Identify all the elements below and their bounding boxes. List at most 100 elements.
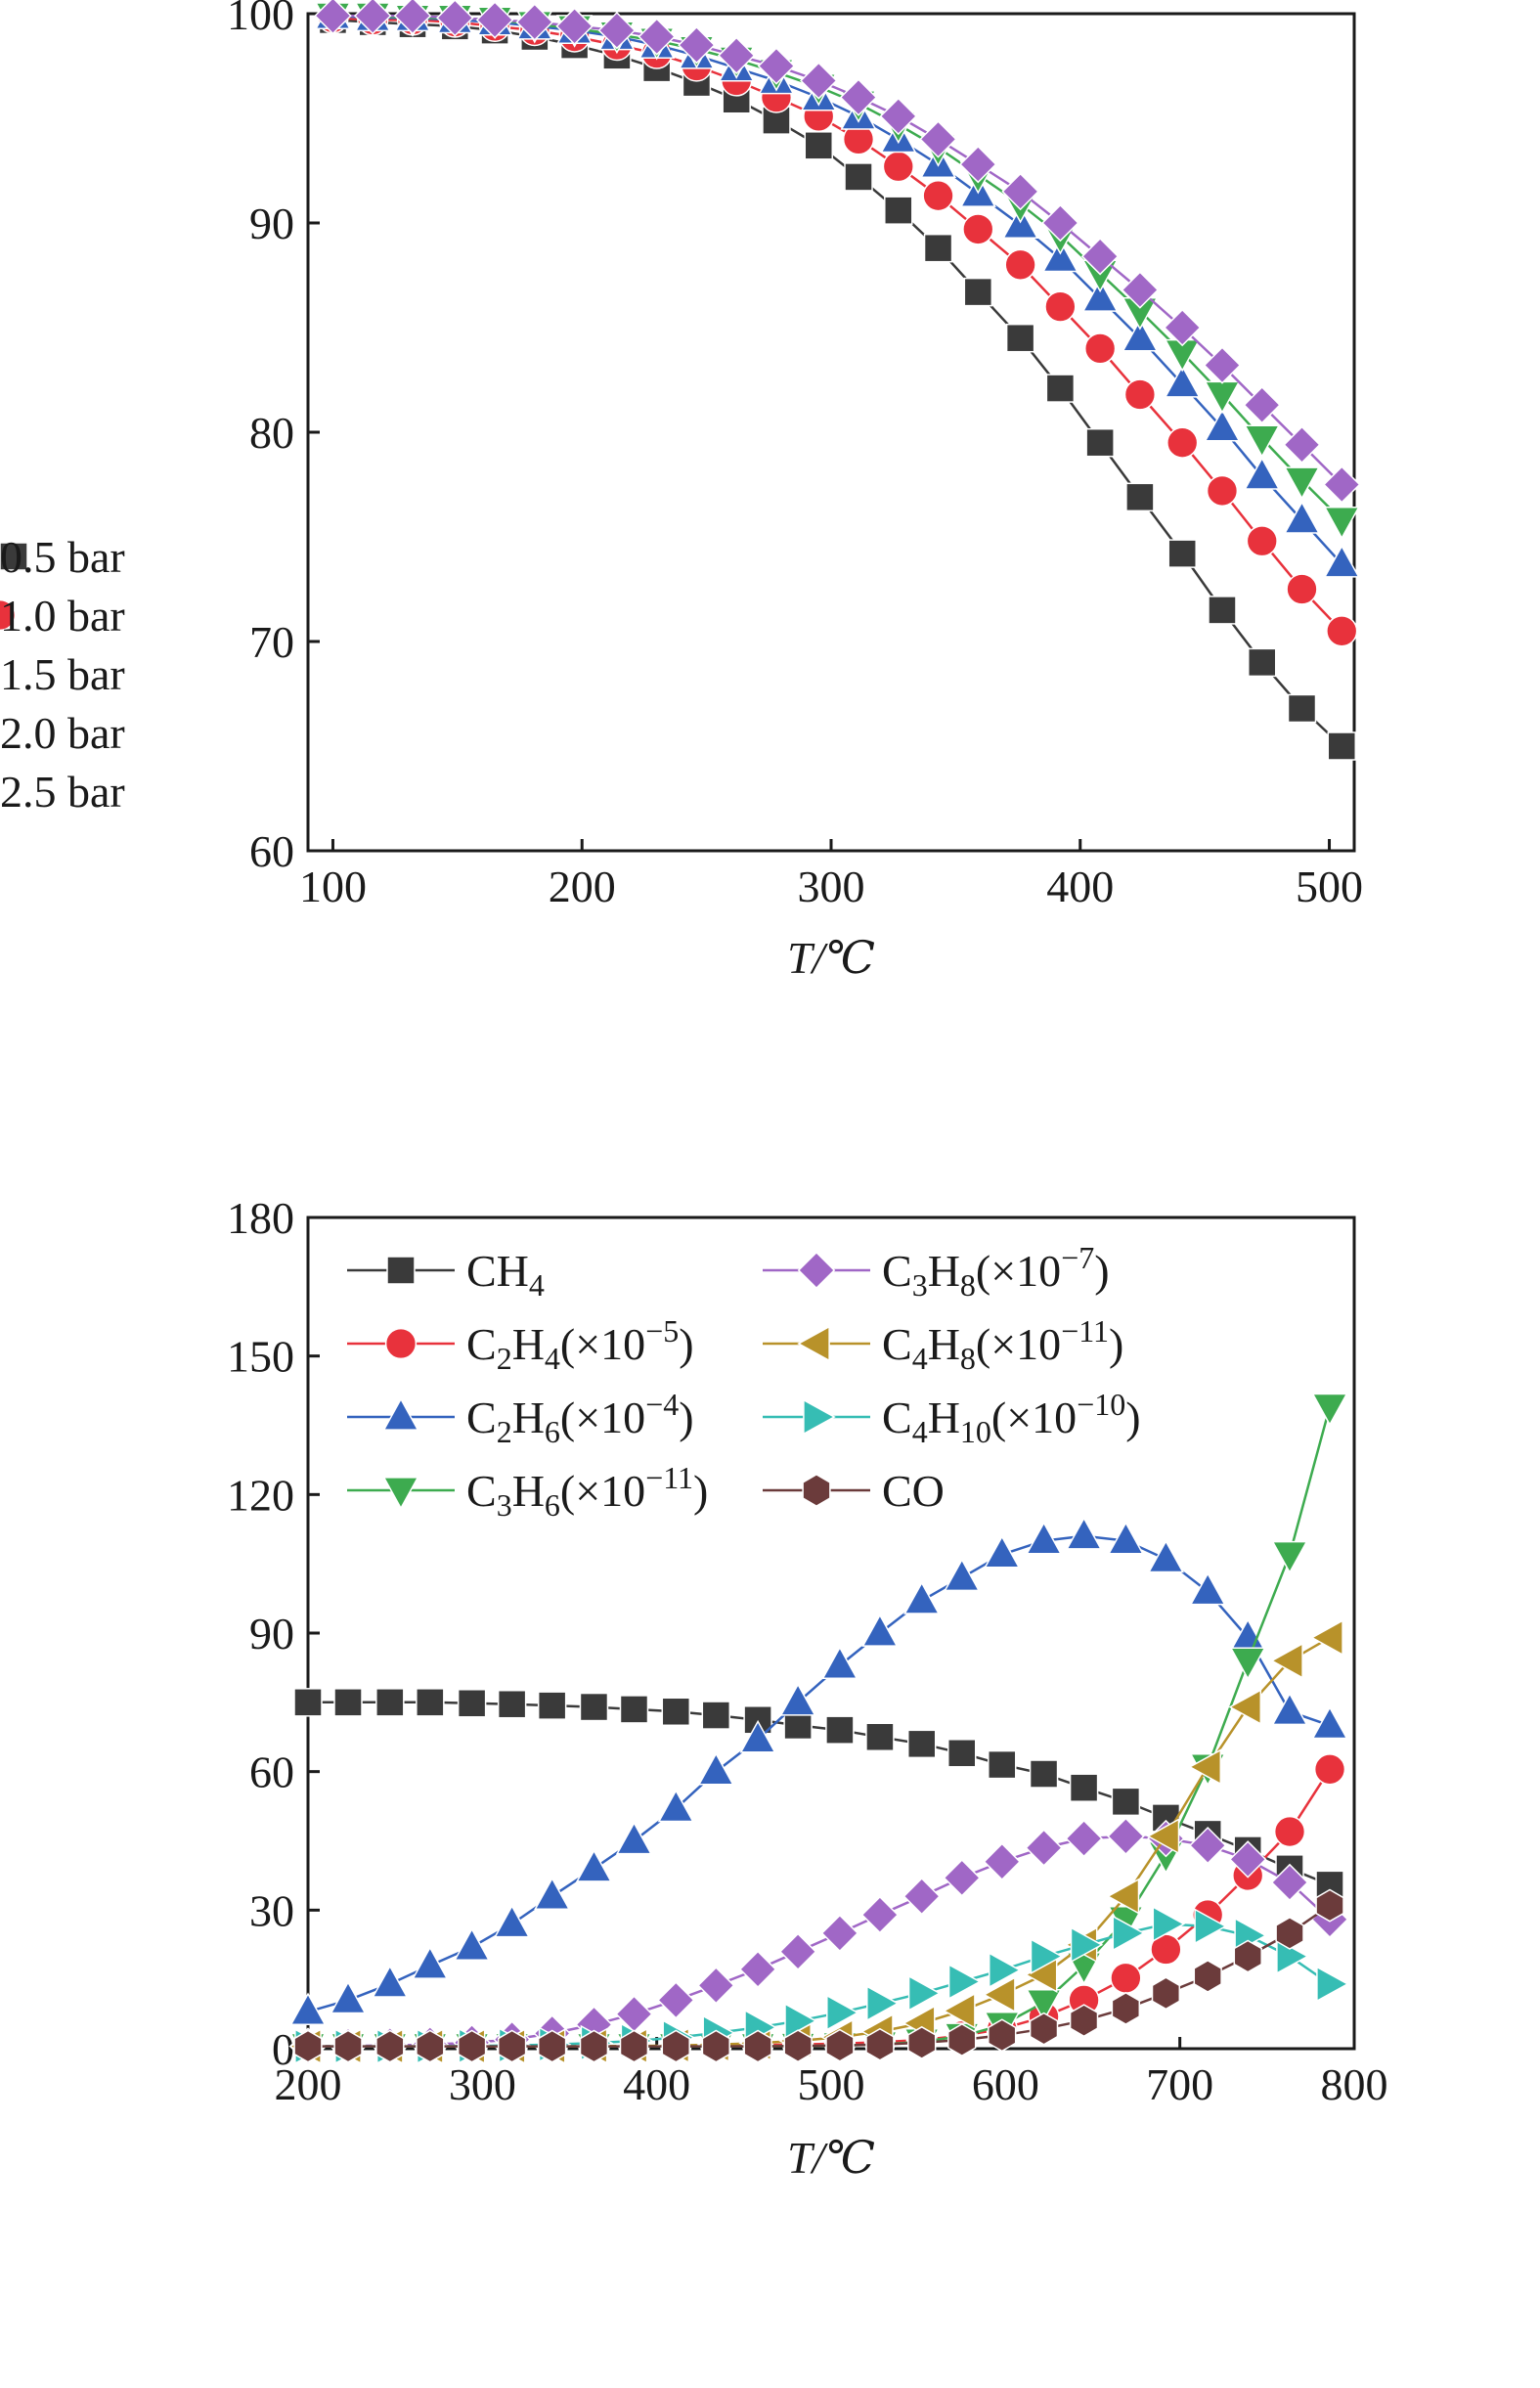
data-point xyxy=(860,1895,900,1934)
data-point xyxy=(903,1581,941,1614)
legend-marker xyxy=(803,1398,836,1436)
data-point xyxy=(1316,1966,1349,2003)
data-point xyxy=(375,1688,405,1717)
chart-a: 100 200 300 400 500 60 70 80 90 100 0.5 bar 1.0 ba… xyxy=(0,0,1363,983)
data-point xyxy=(1206,474,1239,508)
data-point xyxy=(579,1692,609,1722)
data-point xyxy=(1026,1521,1063,1555)
x-tick-label: 400 xyxy=(1046,862,1114,911)
legend-label: 1.0 bar xyxy=(0,591,125,641)
series-line xyxy=(332,14,1343,486)
data-point xyxy=(1327,731,1357,761)
data-point xyxy=(657,1789,694,1823)
data-point xyxy=(1323,507,1360,540)
data-point xyxy=(738,1950,777,1989)
data-point xyxy=(1203,346,1242,384)
chart-b: 200 300 400 500 600 700 800 0 30 60 90 120 150 180 CH… xyxy=(227,1193,1388,2183)
data-point xyxy=(1146,1818,1180,1855)
legend-label: C4​H10​(×10−10​) xyxy=(882,1387,1141,1449)
data-point xyxy=(988,1952,1022,1989)
legend-item: 0.5 bar xyxy=(0,532,125,582)
legend-item: C3​H6​(×10−11​) xyxy=(347,1460,708,1523)
data-point xyxy=(537,2029,567,2063)
data-point xyxy=(372,1965,409,1998)
legend-item: 2.5 bar xyxy=(0,767,125,817)
data-point xyxy=(1244,424,1281,459)
legend-marker xyxy=(802,1474,831,1507)
data-point xyxy=(333,1688,363,1717)
data-point xyxy=(1323,545,1360,578)
series-2-5-bar xyxy=(314,0,1361,504)
data-point xyxy=(1271,1540,1308,1574)
data-point xyxy=(579,2029,609,2063)
series-co xyxy=(293,1888,1344,2063)
data-point xyxy=(882,151,914,183)
data-point xyxy=(661,1697,691,1727)
data-point xyxy=(454,1927,491,1961)
data-point xyxy=(821,1646,858,1679)
data-point xyxy=(1123,378,1157,411)
legend-label: CO xyxy=(882,1466,945,1516)
data-point xyxy=(757,47,796,85)
data-point xyxy=(1107,1817,1145,1856)
data-point xyxy=(959,145,997,184)
legend-label: 1.5 bar xyxy=(0,649,125,699)
legend-label: C2​H6​(×10−4​) xyxy=(466,1387,694,1449)
data-point xyxy=(902,1877,941,1916)
data-point xyxy=(826,1994,859,2031)
axis-ticks-b: 200 300 400 500 600 700 800 0 30 60 90 120 150 180 xyxy=(227,1193,1388,2109)
legend-marker xyxy=(382,1397,419,1431)
legend-item: C2​H6​(×10−4​) xyxy=(347,1387,694,1449)
data-point xyxy=(497,2029,527,2063)
data-point xyxy=(983,1842,1022,1881)
data-point xyxy=(293,1688,323,1717)
data-point xyxy=(314,0,352,35)
data-point xyxy=(393,0,432,35)
data-point xyxy=(1083,332,1117,365)
data-point xyxy=(1287,693,1317,724)
data-point xyxy=(942,1992,976,2029)
data-point xyxy=(947,1963,982,2001)
data-point xyxy=(1286,573,1318,605)
data-point xyxy=(866,1985,900,2022)
x-tick-label: 100 xyxy=(299,862,367,911)
y-tick-label: 30 xyxy=(249,1885,294,1935)
data-point xyxy=(884,196,913,225)
data-point xyxy=(947,2023,977,2056)
data-point xyxy=(701,2029,730,2063)
data-point xyxy=(661,2029,690,2063)
data-point xyxy=(619,1695,649,1724)
data-point xyxy=(1122,318,1159,352)
data-point xyxy=(515,3,554,41)
data-point xyxy=(988,2018,1017,2053)
data-point xyxy=(353,0,392,35)
series-1-5-bar xyxy=(314,0,1360,578)
data-point xyxy=(1233,1939,1262,1973)
y-tick-label: 80 xyxy=(249,408,294,458)
series-layer-b xyxy=(288,1393,1349,2066)
y-tick-label: 100 xyxy=(227,0,294,39)
data-point xyxy=(906,1729,937,1759)
data-point xyxy=(919,120,957,158)
series-line xyxy=(332,14,1343,565)
y-tick-label: 60 xyxy=(249,1747,294,1797)
data-point xyxy=(1323,465,1361,504)
data-point xyxy=(1273,1815,1306,1848)
data-point xyxy=(743,2029,772,2063)
data-point xyxy=(416,2029,445,2063)
data-point xyxy=(783,2029,813,2063)
data-point xyxy=(678,25,716,65)
data-point xyxy=(1110,1962,1142,1994)
data-point xyxy=(1045,374,1076,403)
y-tick-label: 0 xyxy=(272,2024,294,2074)
data-point xyxy=(697,1967,735,2005)
legend-label: 2.0 bar xyxy=(0,708,125,758)
data-point xyxy=(963,277,993,307)
legend-label: CH4​ xyxy=(466,1246,545,1303)
data-point xyxy=(804,131,834,160)
data-point xyxy=(1107,1521,1144,1555)
x-tick-label: 800 xyxy=(1321,2059,1388,2109)
y-tick-label: 70 xyxy=(249,617,294,667)
legend-label: C3​H8​(×10−7​) xyxy=(882,1240,1110,1303)
data-point xyxy=(1283,501,1321,534)
